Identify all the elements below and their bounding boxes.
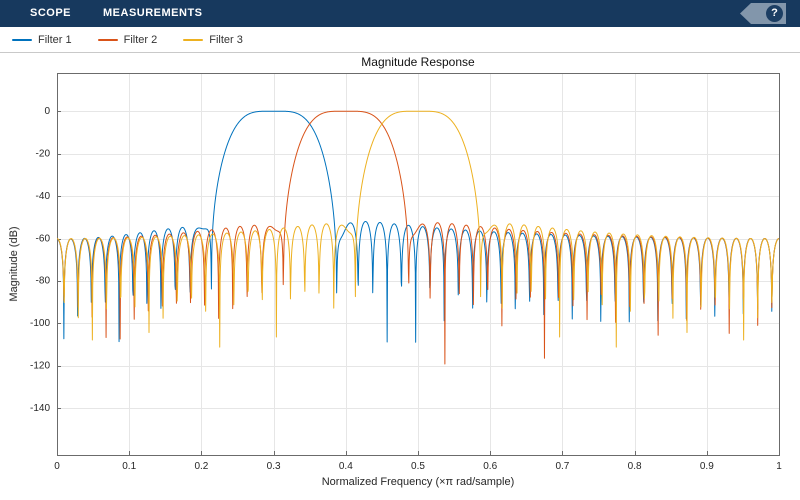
- filter3-line-swatch: [183, 38, 204, 41]
- tab-scope[interactable]: SCOPE: [30, 7, 72, 19]
- legend-item-filter3[interactable]: Filter 3: [183, 34, 243, 46]
- help-button[interactable]: ?: [740, 3, 786, 24]
- filter1-line-swatch: [12, 38, 32, 41]
- legend: Filter 1 Filter 2 Filter 3: [0, 27, 800, 53]
- legend-label: Filter 1: [38, 33, 72, 46]
- x-axis-label: Normalized Frequency (×π rad/sample): [321, 476, 515, 488]
- legend-item-filter2[interactable]: Filter 2: [97, 33, 158, 46]
- chart-area: Magnitude Response Normalized Frequency …: [0, 53, 800, 500]
- legend-label: Filter 3: [209, 33, 243, 46]
- chart-title: Magnitude Response: [361, 55, 475, 69]
- magnitude-response-canvas[interactable]: [0, 53, 800, 500]
- y-axis-label: Magnitude (dB): [8, 226, 20, 302]
- legend-item-filter1[interactable]: Filter 1: [12, 34, 72, 46]
- filter2-line-swatch: [97, 38, 118, 41]
- question-icon[interactable]: ?: [766, 5, 783, 22]
- tab-measurements[interactable]: MEASUREMENTS: [103, 7, 203, 19]
- legend-label: Filter 2: [123, 33, 158, 46]
- app-toolbar: SCOPE MEASUREMENTS ?: [0, 0, 800, 27]
